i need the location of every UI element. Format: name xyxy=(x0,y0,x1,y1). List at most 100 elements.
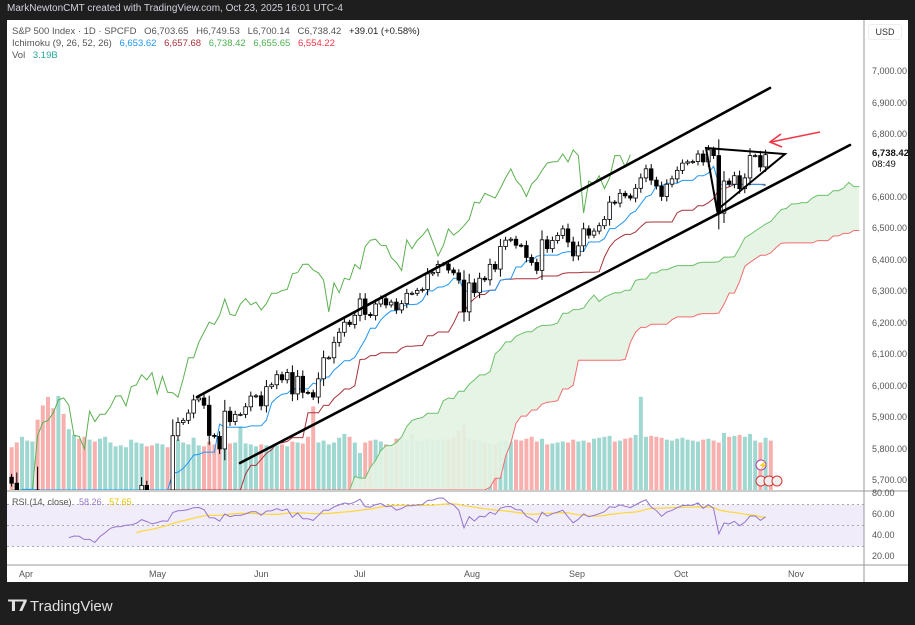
candle-body xyxy=(383,298,389,306)
volume-bar xyxy=(87,439,92,490)
currency-button[interactable]: USD xyxy=(868,24,902,40)
candle-body xyxy=(414,290,420,294)
candle-body xyxy=(342,321,347,333)
volume-bar xyxy=(72,434,76,490)
candle-body xyxy=(404,292,409,305)
volume-bar xyxy=(321,440,326,490)
candle-body xyxy=(560,228,565,236)
candle-body xyxy=(649,168,654,181)
candle xyxy=(144,480,149,490)
candle xyxy=(638,173,643,193)
candle-body xyxy=(513,238,519,246)
triangle-pattern[interactable] xyxy=(704,146,788,212)
candle-body xyxy=(508,238,513,241)
volume-bar xyxy=(316,442,321,490)
volume-bar xyxy=(732,435,737,490)
candle-body xyxy=(451,269,456,274)
candle-body xyxy=(565,228,571,243)
volume-bar xyxy=(592,438,596,490)
candle xyxy=(482,275,487,283)
candle-body xyxy=(14,482,19,490)
symbol-legend[interactable]: S&P 500 Index · 1D · SPCFD O6,703.65 H6,… xyxy=(12,26,425,37)
brand-name: TradingView xyxy=(30,597,113,615)
red-arrow-annotation[interactable] xyxy=(768,131,821,148)
tradingview-logo[interactable]: 𝗧𝟳 TradingView xyxy=(8,596,113,616)
rsi-legend[interactable]: RSI (14, close) 58.26 57.65 xyxy=(12,497,137,507)
candle xyxy=(529,254,534,266)
candle-body xyxy=(524,245,529,258)
volume-bar xyxy=(768,440,773,490)
candle-body xyxy=(180,419,186,423)
candle xyxy=(612,200,617,206)
economic-event-flag-icon[interactable] xyxy=(771,475,783,487)
candle xyxy=(253,393,259,399)
event-icons[interactable]: ⚡ xyxy=(755,459,783,487)
candle-body xyxy=(264,386,269,407)
volume-bar xyxy=(165,447,170,490)
candle-body xyxy=(737,175,742,190)
candle xyxy=(326,355,331,360)
candle xyxy=(248,391,253,412)
lagging-span-value: 6,738.42 xyxy=(208,38,246,49)
volume-bar xyxy=(56,395,61,490)
candle-body xyxy=(186,412,191,421)
candle xyxy=(201,394,207,409)
tenkan-value: 6,653.62 xyxy=(119,38,157,49)
candle-body xyxy=(232,413,238,422)
volume-bar xyxy=(243,443,248,490)
candle xyxy=(451,267,456,276)
candle xyxy=(721,171,727,224)
channel-upper-line[interactable] xyxy=(195,86,772,399)
change-value: +39.01 (+0.58%) xyxy=(348,26,420,37)
candle-body xyxy=(222,410,227,450)
candle xyxy=(732,171,737,189)
drawings[interactable] xyxy=(195,86,852,465)
candle-body xyxy=(690,161,695,163)
volume-bar xyxy=(108,442,113,490)
volume-legend[interactable]: Vol 3.19B xyxy=(12,50,63,61)
candle xyxy=(716,139,721,230)
volume-bar xyxy=(290,441,295,490)
open-value: O6,703.65 xyxy=(144,26,189,37)
candle xyxy=(321,350,326,386)
candle-body xyxy=(545,239,550,250)
volume-bar xyxy=(25,440,30,490)
candle xyxy=(206,395,212,445)
volume-bar xyxy=(737,434,742,490)
ichimoku-legend[interactable]: Ichimoku (9, 26, 52, 26) 6,653.62 6,657.… xyxy=(12,38,340,49)
price-tick: 6,600.00 xyxy=(872,192,908,203)
candle-body xyxy=(477,277,482,294)
volume-bar xyxy=(14,442,19,490)
candle xyxy=(565,223,571,248)
candle-body xyxy=(425,273,430,290)
volume-bar xyxy=(186,444,191,490)
candle xyxy=(388,299,394,308)
volume-bar xyxy=(690,440,695,490)
volume-bar xyxy=(576,441,581,490)
candle xyxy=(727,178,732,187)
candle xyxy=(513,235,519,249)
candle xyxy=(258,391,264,411)
time-tick: May xyxy=(149,569,167,579)
candle xyxy=(685,159,690,166)
candle-body xyxy=(529,257,534,263)
chart-caption: MarkNewtonCMT created with TradingView.c… xyxy=(7,3,343,14)
volume-bar xyxy=(92,441,97,490)
rsi-ma-value: 57.65 xyxy=(109,497,132,507)
channel-lower-line[interactable] xyxy=(238,143,852,465)
candle-body xyxy=(238,413,243,416)
volume-bar xyxy=(300,443,305,490)
candle-body xyxy=(591,230,597,236)
leading-span-a-line xyxy=(235,181,860,490)
earnings-lightning-icon[interactable] xyxy=(755,459,767,471)
candle-body xyxy=(243,406,248,415)
rsi-line xyxy=(68,497,766,544)
ichimoku-indicator xyxy=(11,148,860,490)
volume-bar xyxy=(103,436,108,490)
candle xyxy=(170,419,175,490)
price-tick: 6,400.00 xyxy=(872,254,908,265)
candle xyxy=(643,164,649,183)
volume-bar xyxy=(202,446,206,490)
candle-body xyxy=(711,149,716,156)
